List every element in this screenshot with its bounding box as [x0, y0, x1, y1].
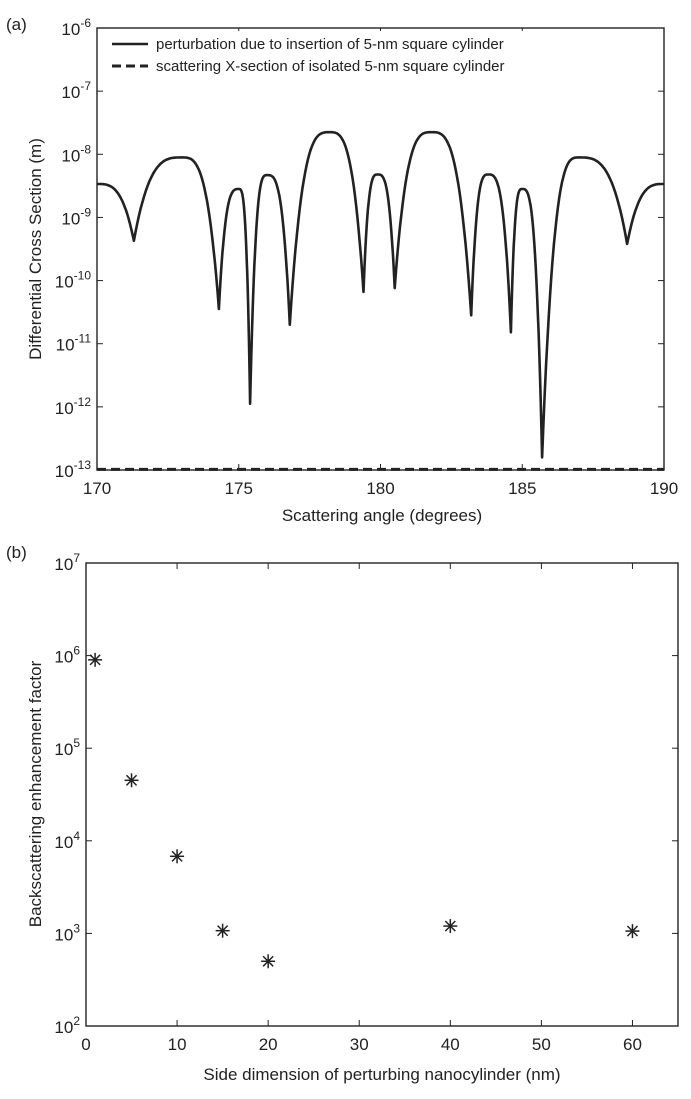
panel-b: (b) 0 10 20 30 40 50 60 107 106 105 104 103 102 Sid… — [6, 543, 679, 1084]
panel-a-x-tick-label: 185 — [508, 479, 536, 498]
panel-b-x-axis-label: Side dimension of perturbing nanocylinde… — [203, 1065, 560, 1084]
panel-b-x-tick-label: 40 — [441, 1035, 460, 1054]
panel-b-y-ticks: 107 106 105 104 103 102 — [54, 551, 678, 1037]
panel-b-x-ticks: 0 10 20 30 40 50 60 — [81, 563, 642, 1054]
panel-a-x-tick-label: 190 — [650, 479, 678, 498]
panel-a-y-tick-label: 10-10 — [55, 269, 92, 292]
data-point-asterisk — [215, 923, 230, 938]
panel-a-x-tick-label: 180 — [366, 479, 394, 498]
data-point-asterisk — [443, 919, 458, 934]
data-point-asterisk — [261, 954, 276, 969]
panel-a-x-ticks: 170 175 180 185 190 — [83, 28, 678, 498]
panel-a-label: (a) — [6, 15, 27, 34]
panel-b-x-tick-label: 30 — [350, 1035, 369, 1054]
panel-b-data-points — [88, 652, 640, 969]
panel-a-y-tick-label: 10-6 — [61, 16, 91, 39]
perturbation-solid-curve — [97, 130, 664, 459]
data-point-asterisk — [625, 924, 640, 939]
panel-b-y-tick-label: 103 — [54, 921, 80, 944]
panel-b-x-tick-label: 20 — [259, 1035, 278, 1054]
panel-b-y-tick-label: 102 — [54, 1014, 80, 1037]
panel-a-y-tick-label: 10-13 — [55, 458, 92, 481]
data-point-asterisk — [124, 773, 139, 788]
panel-b-y-tick-label: 106 — [54, 644, 80, 667]
panel-a-y-tick-label: 10-7 — [61, 79, 91, 102]
panel-a: (a) 170 175 180 185 190 10-6 10-7 10-8 10-9 10-1… — [6, 15, 678, 525]
panel-b-x-tick-label: 60 — [623, 1035, 642, 1054]
panel-a-y-tick-label: 10-8 — [61, 142, 91, 165]
data-point-asterisk — [88, 652, 103, 667]
panel-a-x-tick-label: 170 — [83, 479, 111, 498]
panel-a-y-tick-label: 10-12 — [55, 395, 92, 418]
panel-a-y-ticks: 10-6 10-7 10-8 10-9 10-10 10-11 10-12 10-13 — [55, 16, 664, 481]
legend-solid-label: perturbation due to insertion of 5-nm sq… — [156, 36, 504, 53]
panel-a-y-tick-label: 10-9 — [61, 205, 91, 228]
panel-b-x-tick-label: 50 — [532, 1035, 551, 1054]
panel-a-y-tick-label: 10-11 — [56, 332, 92, 355]
panel-b-x-tick-label: 0 — [81, 1035, 90, 1054]
panel-b-y-tick-label: 107 — [54, 551, 80, 574]
panel-a-x-axis-label: Scattering angle (degrees) — [282, 506, 482, 525]
panel-b-y-tick-label: 105 — [54, 736, 80, 759]
panel-a-x-tick-label: 175 — [225, 479, 253, 498]
panel-b-label: (b) — [6, 543, 27, 562]
panel-b-y-axis-label: Backscattering enhancement factor — [26, 660, 45, 927]
panel-a-plot-frame — [96, 27, 665, 471]
panel-b-y-tick-label: 104 — [54, 829, 80, 852]
legend-background — [106, 31, 658, 78]
panel-a-y-axis-label: Differential Cross Section (m) — [26, 138, 45, 360]
data-point-asterisk — [170, 849, 185, 864]
legend-dashed-label: scattering X-section of isolated 5-nm sq… — [156, 58, 505, 75]
panel-b-plot-frame — [85, 562, 679, 1027]
panel-a-legend: perturbation due to insertion of 5-nm sq… — [106, 31, 658, 78]
panel-b-x-tick-label: 10 — [168, 1035, 187, 1054]
